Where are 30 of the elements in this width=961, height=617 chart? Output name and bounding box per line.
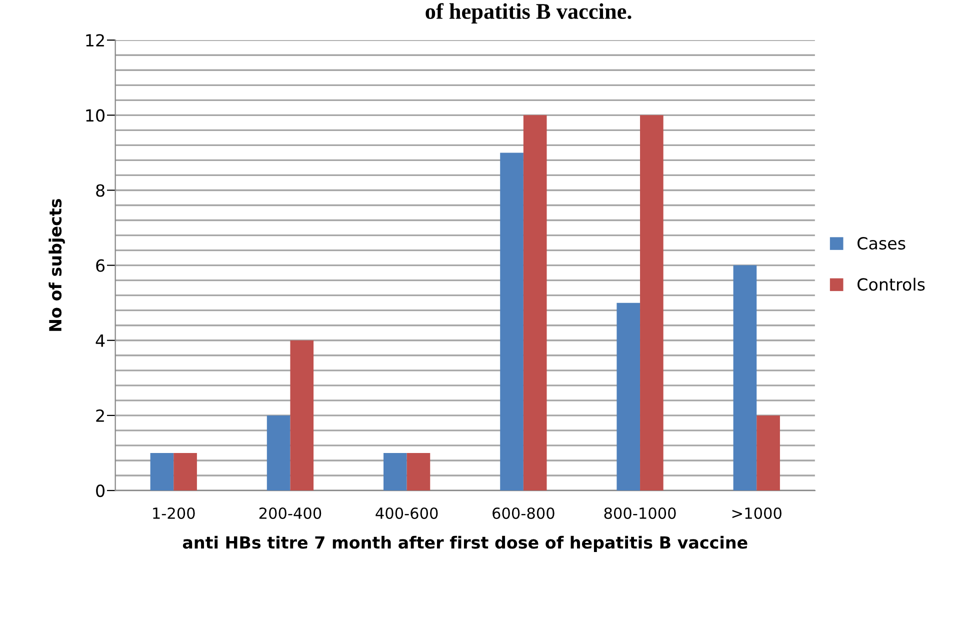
x-axis-title: anti HBs titre 7 month after first dose of hepatitis B vaccine	[182, 536, 748, 552]
x-tick-label: 800-1000	[604, 507, 676, 520]
bar	[406, 452, 430, 491]
legend-label: Controls	[858, 278, 925, 291]
bar	[616, 302, 640, 491]
bar	[733, 265, 757, 491]
bar	[756, 415, 780, 491]
y-tick-label: 8	[96, 184, 104, 197]
bar	[500, 152, 524, 491]
y-tick-label: 10	[86, 109, 104, 122]
bar	[266, 415, 290, 491]
legend-label: Cases	[858, 236, 906, 250]
y-tick-label: 6	[96, 259, 105, 272]
y-axis-title: No of subjects	[48, 198, 65, 331]
x-tick-label: 1-200	[153, 507, 195, 520]
x-tick-label: >1000	[732, 507, 782, 520]
y-tick-label: 4	[96, 334, 105, 347]
bar	[290, 340, 314, 491]
y-tick-label: 12	[86, 34, 104, 46]
y-tick-label: 2	[96, 409, 104, 422]
bar	[523, 115, 547, 491]
y-tick-label: 0	[96, 484, 104, 498]
x-tick-label: 200-400	[259, 507, 322, 520]
bar	[384, 452, 407, 491]
bar	[174, 452, 197, 491]
chart-title: of hepatitis B vaccine.	[426, 3, 632, 24]
bar	[640, 115, 664, 491]
x-tick-label: 400-600	[376, 507, 438, 520]
x-tick-label: 600-800	[492, 507, 554, 520]
bar	[150, 452, 174, 491]
